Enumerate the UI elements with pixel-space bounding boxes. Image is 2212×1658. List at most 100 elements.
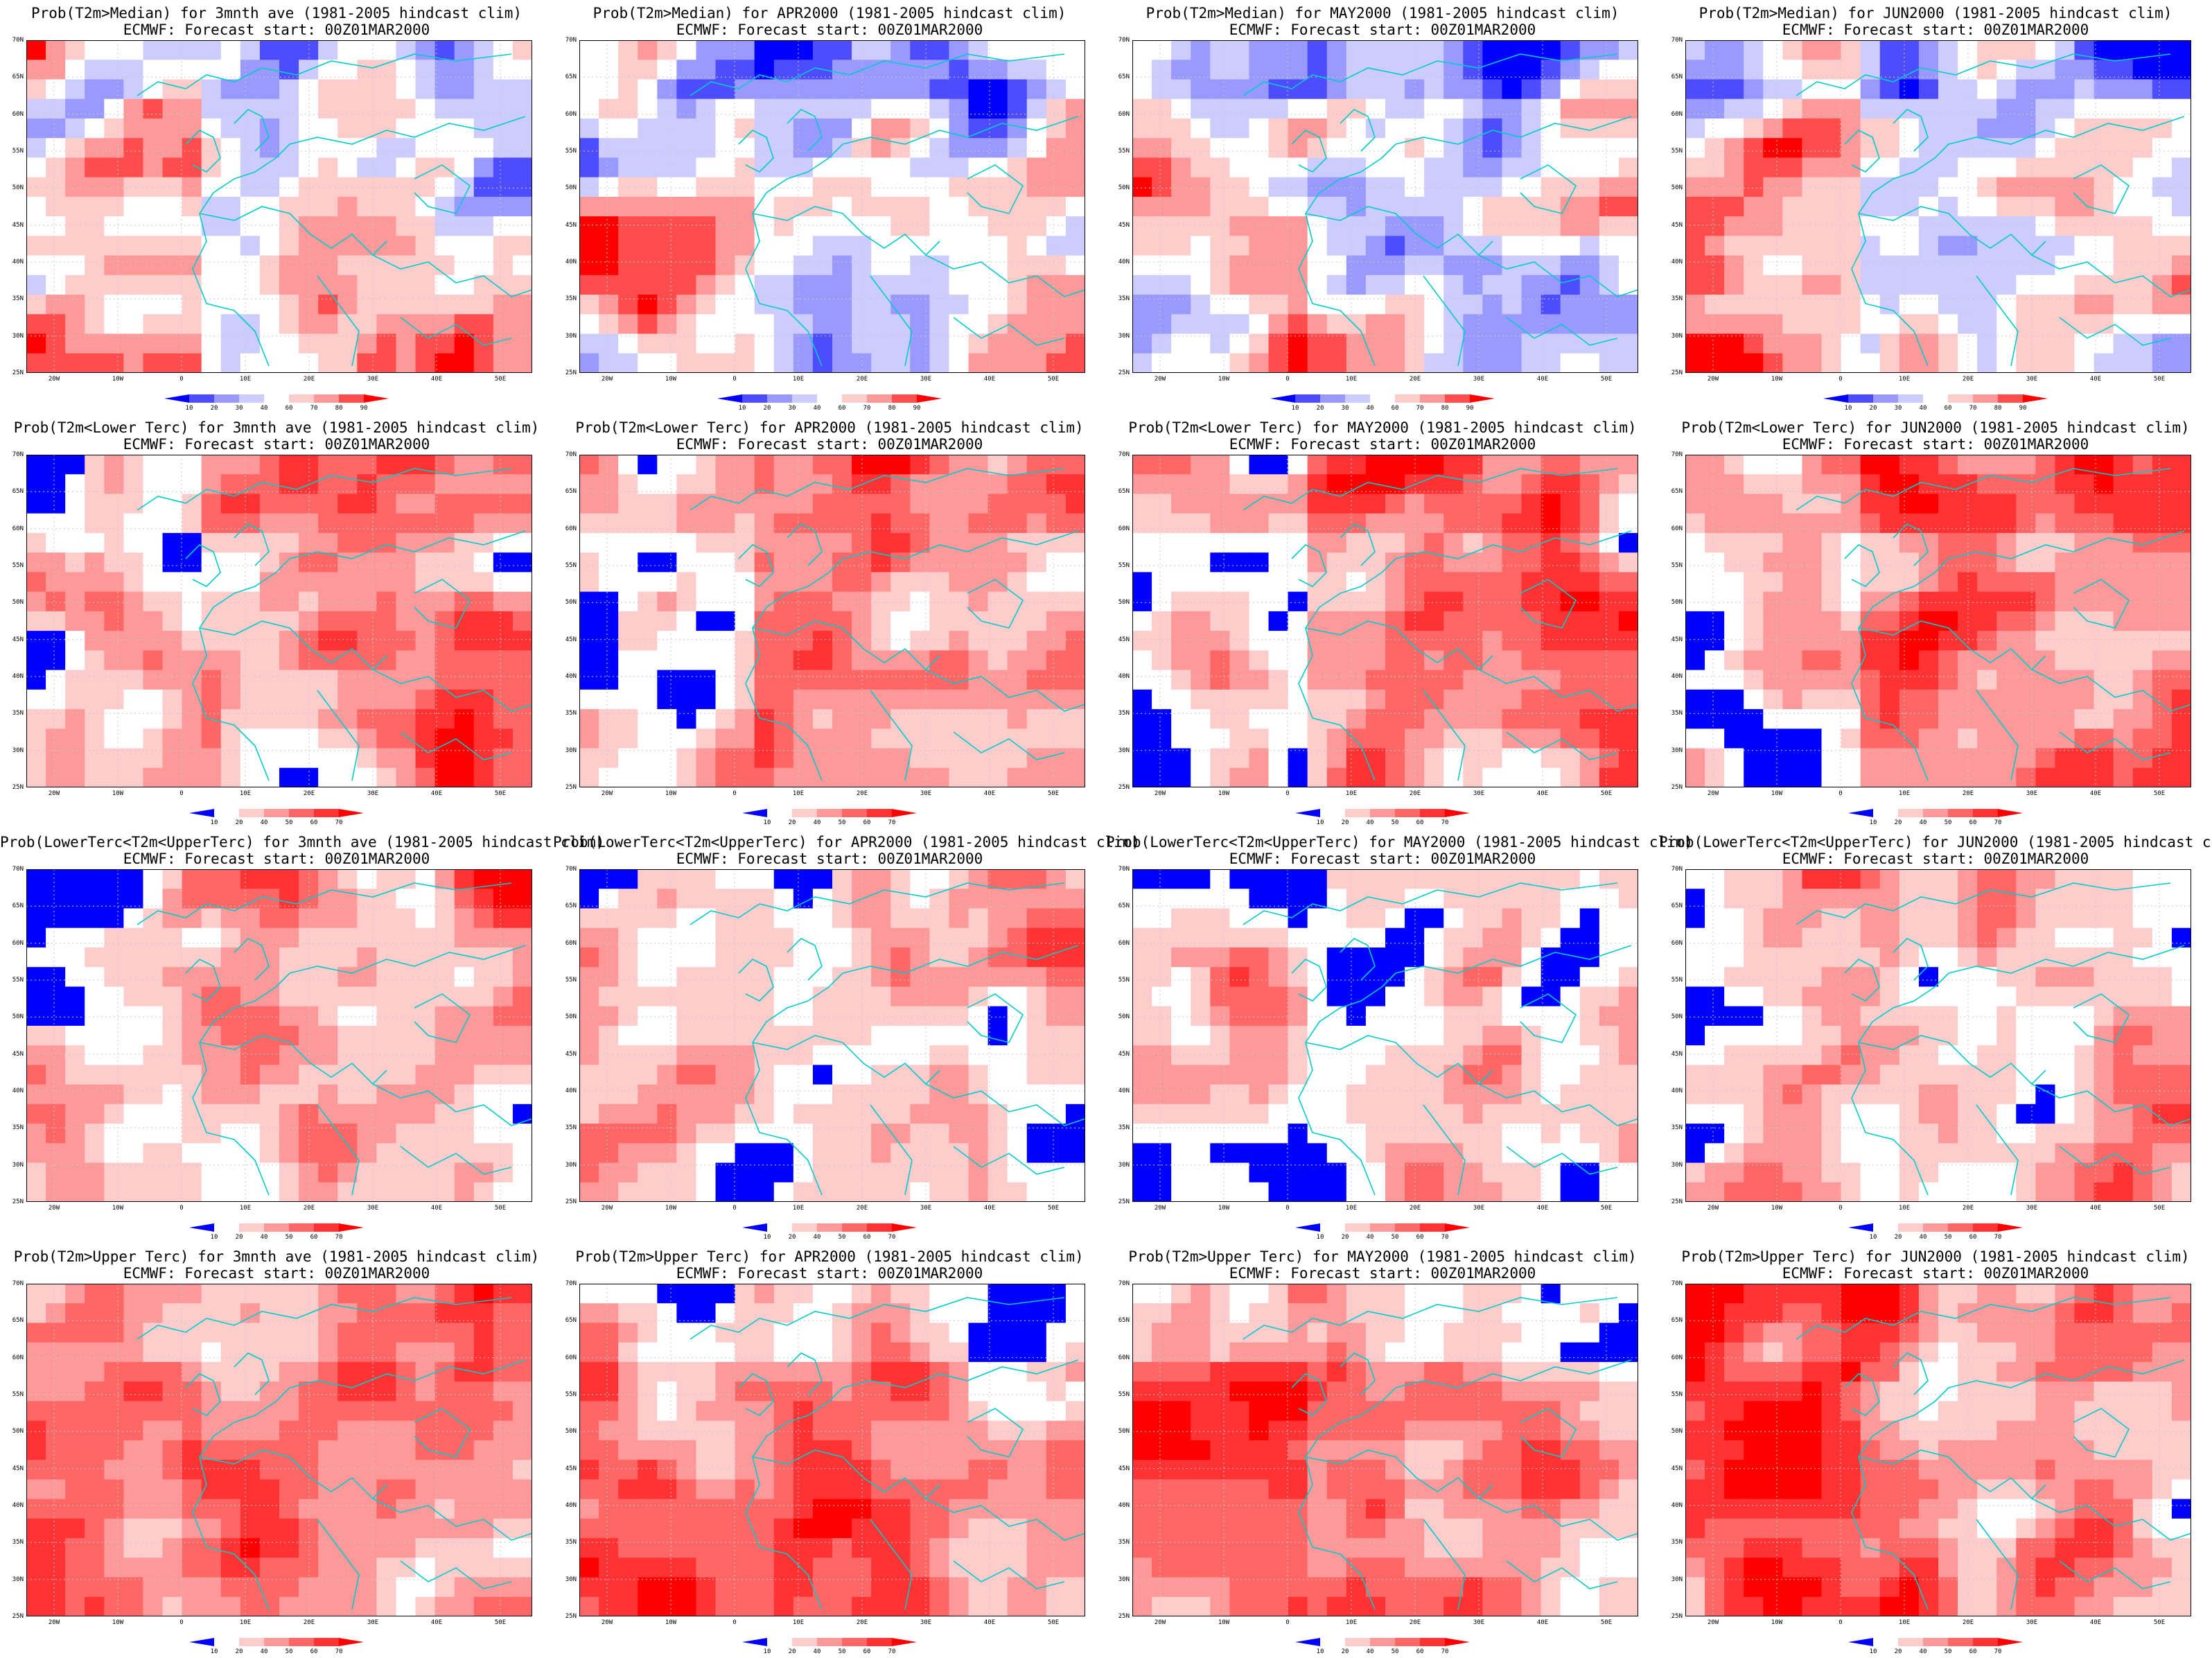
field-cell: [1918, 353, 1939, 373]
field-cell: [988, 455, 1008, 475]
field-cell: [2132, 552, 2153, 573]
field-cell: [1424, 216, 1444, 236]
field-cell: [1288, 255, 1308, 276]
field-cell: [793, 138, 814, 159]
field-cell: [415, 216, 436, 236]
field-cell: [1782, 314, 1803, 335]
field-cell: [2035, 79, 2056, 100]
field-cell: [657, 947, 677, 968]
field-cell: [773, 947, 794, 968]
field-cell: [2055, 552, 2075, 573]
latitude-label: 35N: [1118, 710, 1130, 717]
field-cell: [1346, 314, 1367, 335]
field-cell: [1763, 474, 1783, 495]
field-cell: [123, 947, 144, 968]
coastline: [1243, 53, 1618, 96]
field-cell: [182, 1006, 202, 1027]
field-cell: [754, 1162, 775, 1183]
field-cell: [299, 295, 319, 315]
field-cell: [2074, 196, 2095, 217]
field-cell: [988, 650, 1008, 671]
field-cell: [968, 196, 989, 217]
field-cell: [357, 927, 377, 948]
field-cell: [2055, 494, 2075, 514]
field-cell: [493, 1143, 514, 1164]
field-cell: [676, 1065, 697, 1085]
field-cell: [1443, 118, 1464, 139]
field-cell: [26, 986, 46, 1007]
field-cell: [696, 967, 717, 988]
field-cell: [1443, 455, 1464, 475]
field-cell: [337, 513, 358, 534]
field-cell: [357, 869, 377, 889]
field-cell: [1540, 295, 1561, 315]
field-cell: [638, 927, 658, 948]
field-cell: [337, 236, 358, 256]
field-cell: [2132, 650, 2153, 671]
field-cell: [162, 591, 183, 612]
field-cell: [2152, 591, 2172, 612]
field-cell: [871, 767, 891, 787]
field-cell: [1540, 177, 1561, 198]
field-cell: [1685, 532, 1705, 553]
field-cell: [1763, 650, 1783, 671]
field-cell: [26, 670, 46, 690]
field-cell: [793, 1065, 814, 1085]
field-cell: [812, 670, 833, 690]
field-cell: [579, 138, 599, 159]
field-cell: [579, 255, 599, 276]
field-cell: [1307, 255, 1328, 276]
field-cell: [2113, 333, 2134, 354]
field-cell: [1288, 631, 1308, 651]
field-cell: [1938, 670, 1958, 690]
color-bar-swatch: [1873, 809, 1898, 817]
field-cell: [1365, 353, 1386, 373]
longitude-label: 40E: [430, 1205, 443, 1212]
field-cell: [871, 670, 891, 690]
field-cell: [1210, 98, 1230, 119]
field-cell: [1443, 513, 1464, 534]
field-cell: [26, 572, 46, 593]
field-cell: [1191, 631, 1211, 651]
field-cell: [143, 177, 164, 198]
field-cell: [46, 513, 66, 534]
field-cell: [1026, 1025, 1047, 1046]
color-bar-tick-label: 50: [285, 1234, 293, 1241]
field-cell: [2152, 552, 2172, 573]
field-cell: [2035, 513, 2056, 534]
field-cell: [1171, 572, 1191, 593]
field-cell: [988, 927, 1008, 948]
latitude-label: 25N: [565, 1198, 577, 1205]
field-cell: [657, 1045, 677, 1065]
field-cell: [65, 869, 85, 889]
field-cell: [657, 748, 677, 769]
field-cell: [1560, 591, 1581, 612]
field-cell: [123, 532, 144, 553]
field-cell: [1046, 1065, 1066, 1085]
field-cell: [638, 333, 658, 354]
field-cell: [434, 513, 455, 534]
field-cell: [1918, 650, 1939, 671]
field-cell: [618, 314, 638, 335]
field-cell: [143, 118, 164, 139]
field-cell: [1938, 274, 1958, 295]
field-cell: [1724, 611, 1744, 631]
field-cell: [182, 40, 202, 60]
field-cell: [1385, 572, 1405, 593]
field-cell: [85, 869, 105, 889]
field-cell: [376, 236, 397, 256]
field-cell: [988, 333, 1008, 354]
map-frame: [1685, 40, 2191, 373]
field-cell: [1958, 98, 1978, 119]
map-panel: Prob(T2m<Lower Terc) for MAY2000 (1981-2…: [1106, 414, 1659, 829]
field-cell: [1782, 689, 1803, 710]
field-cell: [123, 177, 144, 198]
field-cell: [1996, 455, 2017, 475]
field-cell: [318, 869, 338, 889]
field-cell: [852, 611, 872, 631]
field-cell: [259, 967, 280, 988]
field-cell: [1463, 314, 1483, 335]
field-cell: [434, 177, 455, 198]
field-cell: [1152, 709, 1172, 729]
field-cell: [299, 1045, 319, 1065]
